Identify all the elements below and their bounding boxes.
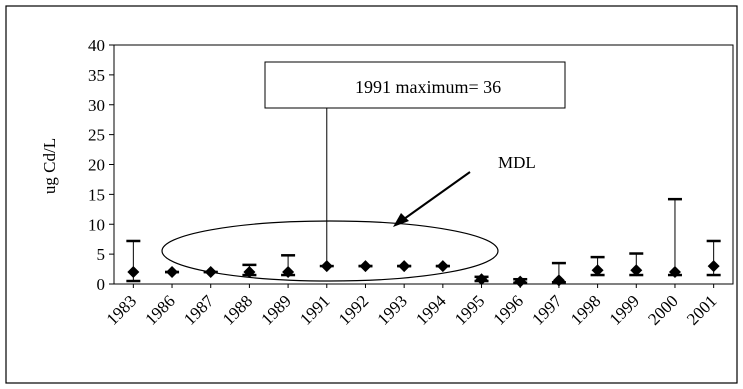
- median-marker: [166, 266, 179, 279]
- x-tick-label: 1986: [141, 291, 178, 328]
- median-marker: [707, 260, 720, 273]
- median-marker: [359, 260, 372, 273]
- y-tick-label: 5: [97, 245, 106, 264]
- median-marker: [630, 264, 643, 277]
- data-point: [397, 260, 412, 273]
- data-point: [358, 260, 373, 273]
- x-tick-label: 1987: [180, 291, 218, 329]
- x-tick-label: 2001: [683, 291, 720, 328]
- data-point: [126, 239, 141, 283]
- data-point: [474, 273, 489, 286]
- max-annotation-box: [264, 61, 566, 109]
- chart-frame: [5, 5, 738, 384]
- data-point: [706, 239, 721, 277]
- x-tick-label: 2000: [644, 291, 681, 328]
- data-point: [590, 255, 605, 277]
- median-marker: [591, 264, 604, 277]
- mdl-ellipse: [161, 220, 499, 282]
- median-marker: [475, 273, 488, 286]
- data-point: [435, 260, 450, 273]
- max-annotation-text: 1991 maximum= 36: [355, 77, 501, 97]
- x-tick-label: 1996: [490, 291, 527, 328]
- x-tick-label: 1991: [296, 291, 333, 328]
- x-axis: 1983 1986 1987 1988 1989 1991 1992 1993 1994 1995…: [103, 284, 720, 329]
- y-tick-label: 0: [97, 275, 106, 294]
- x-tick-label: 1992: [335, 291, 372, 328]
- y-tick-label: 40: [88, 36, 105, 55]
- data-marks: [126, 66, 721, 288]
- mdl-label: MDL: [498, 153, 536, 172]
- y-tick-label: 10: [88, 215, 105, 234]
- y-tick-label: 20: [88, 156, 105, 175]
- data-point: [551, 261, 566, 287]
- x-tick-label: 1998: [567, 291, 604, 328]
- median-marker: [398, 260, 411, 273]
- x-tick-label: 1989: [257, 291, 294, 328]
- median-marker: [436, 260, 449, 273]
- data-point: [281, 254, 296, 279]
- data-point: [242, 263, 257, 279]
- data-point: [165, 266, 180, 279]
- median-marker: [514, 275, 527, 288]
- x-tick-label: 1983: [103, 291, 140, 328]
- y-tick-label: 35: [88, 66, 105, 85]
- x-tick-label: 1994: [412, 291, 450, 329]
- x-tick-label: 1993: [374, 291, 411, 328]
- median-marker: [552, 274, 565, 287]
- y-tick-label: 25: [88, 126, 105, 145]
- data-point: [513, 275, 528, 288]
- mdl-arrow-head: [393, 213, 409, 227]
- y-axis: 0 5 10 15 20 25 30 35 40: [88, 36, 114, 294]
- median-marker: [127, 266, 140, 279]
- x-tick-label: 1995: [451, 291, 488, 328]
- y-tick-label: 30: [88, 96, 105, 115]
- data-point: [667, 197, 682, 279]
- median-marker: [320, 260, 333, 273]
- mdl-arrow-line: [396, 171, 471, 225]
- median-marker: [668, 266, 681, 279]
- y-tick-label: 15: [88, 185, 105, 204]
- x-tick-label: 1997: [528, 291, 566, 329]
- x-tick-label: 1999: [606, 291, 643, 328]
- data-point: [629, 252, 644, 277]
- x-tick-label: 1988: [219, 291, 256, 328]
- median-marker: [282, 266, 295, 279]
- y-axis-label: ug Cd/L: [40, 138, 59, 194]
- median-marker: [243, 266, 256, 279]
